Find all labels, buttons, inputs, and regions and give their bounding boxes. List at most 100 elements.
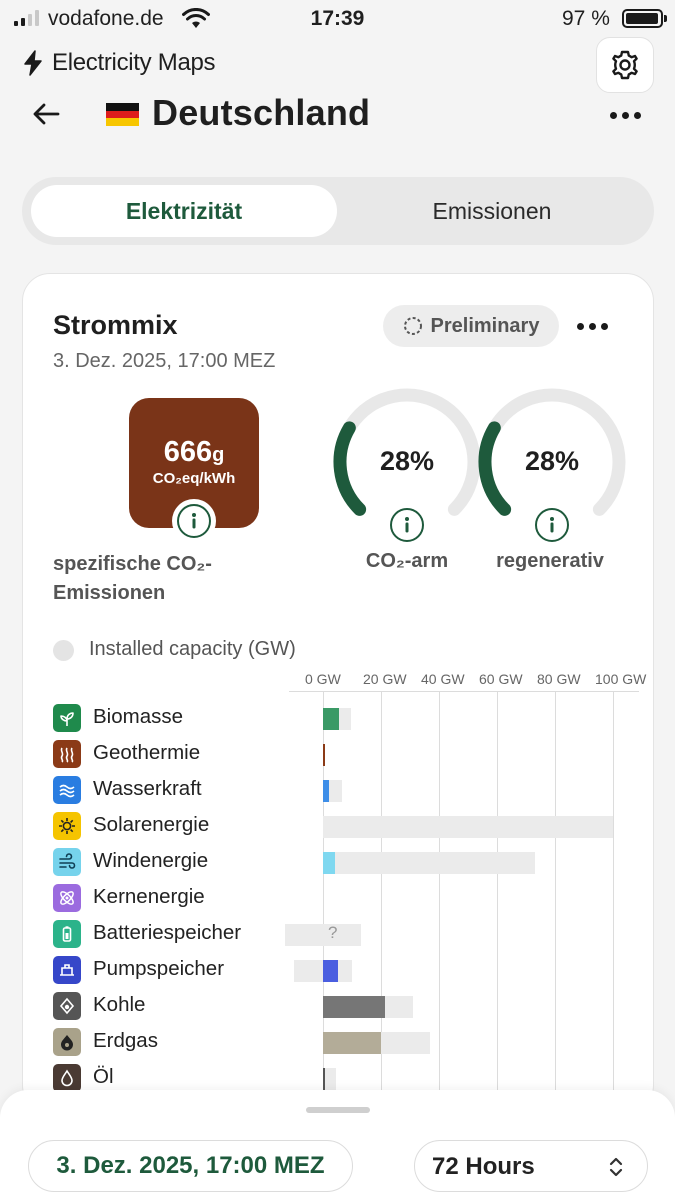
renewable-label: regenerativ <box>496 550 604 572</box>
source-label: Kernenergie <box>93 885 205 908</box>
battery-icon <box>53 920 81 948</box>
capacity-bar <box>323 1068 337 1090</box>
time-range-select[interactable]: 72 Hours <box>414 1140 648 1192</box>
source-label: Biomasse <box>93 705 184 728</box>
wind-icon <box>53 848 81 876</box>
source-label: Pumpspeicher <box>93 957 225 980</box>
sun-icon <box>53 812 81 840</box>
production-bar <box>323 996 386 1018</box>
chevron-up-down-icon <box>609 1157 623 1177</box>
germany-flag-icon <box>106 103 139 127</box>
more-options-button[interactable] <box>600 98 650 132</box>
settings-button[interactable] <box>596 37 654 93</box>
low-carbon-label: CO₂-arm <box>365 550 449 572</box>
source-label: Windenergie <box>93 849 209 872</box>
gas-flame-icon <box>53 1028 81 1056</box>
back-button[interactable] <box>28 96 64 132</box>
gridline <box>323 692 324 1112</box>
production-bar <box>323 744 325 766</box>
gear-icon <box>612 50 638 80</box>
battery-percent: 97 % <box>562 7 610 30</box>
carbon-info-button[interactable] <box>172 499 216 543</box>
preliminary-badge[interactable]: Preliminary <box>383 305 559 347</box>
gridline <box>381 692 382 1112</box>
source-row[interactable]: Batteriespeicher? <box>53 920 633 948</box>
unknown-value-mark: ? <box>328 923 338 942</box>
dashed-circle-icon <box>403 317 422 335</box>
gridline <box>497 692 498 1112</box>
source-row[interactable]: Öl <box>53 1064 633 1092</box>
leaf-icon <box>53 704 81 732</box>
source-label: Wasserkraft <box>93 777 202 800</box>
renewable-gauge <box>478 388 626 516</box>
pumped-storage-icon <box>53 956 81 984</box>
carbon-intensity-value: 666g <box>163 436 225 468</box>
heat-waves-icon <box>53 740 81 768</box>
water-waves-icon <box>53 776 81 804</box>
gridline <box>613 692 614 1112</box>
production-bar <box>323 1032 381 1054</box>
power-mix-card: Strommix 3. Dez. 2025, 17:00 MEZ Prelimi… <box>22 273 654 1113</box>
axis-tick-label: 20 GW <box>363 671 407 687</box>
wifi-icon <box>182 8 210 28</box>
tab-bar: Elektrizität Emissionen <box>22 177 654 245</box>
capacity-bar <box>323 816 613 838</box>
source-row[interactable]: Kohle <box>53 992 633 1020</box>
card-more-button[interactable] <box>569 311 615 341</box>
source-label: Batteriespeicher <box>93 921 242 944</box>
carrier-name: vodafone.de <box>48 7 164 30</box>
signal-icon <box>14 10 39 26</box>
low-carbon-percent: 28% <box>379 446 435 476</box>
info-icon <box>550 517 554 533</box>
source-row[interactable]: Biomasse <box>53 704 633 732</box>
tab-emissions[interactable]: Emissionen <box>432 197 552 224</box>
source-row[interactable]: Windenergie <box>53 848 633 876</box>
source-row[interactable]: Solarenergie <box>53 812 633 840</box>
card-date: 3. Dez. 2025, 17:00 MEZ <box>53 350 276 372</box>
low-carbon-info-button[interactable] <box>385 503 429 547</box>
status-bar: vodafone.de 17:39 97 % <box>0 0 675 40</box>
gridline <box>555 692 556 1112</box>
low-carbon-gauge <box>333 388 481 516</box>
app-brand: Electricity Maps <box>22 49 216 77</box>
source-row[interactable]: Pumpspeicher <box>53 956 633 984</box>
source-label: Erdgas <box>93 1029 158 1052</box>
renewable-info-button[interactable] <box>530 503 574 547</box>
axis-tick-label: 100 GW <box>595 671 647 687</box>
battery-tip <box>664 15 667 22</box>
capacity-bar <box>285 924 361 946</box>
sheet-grabber[interactable] <box>306 1107 370 1113</box>
source-label: Solarenergie <box>93 813 210 836</box>
date-picker-button[interactable]: 3. Dez. 2025, 17:00 MEZ <box>28 1140 353 1192</box>
capacity-legend-toggle[interactable] <box>53 640 74 661</box>
time-range-value: 72 Hours <box>432 1153 535 1180</box>
axis-tick-label: 40 GW <box>421 671 465 687</box>
source-label: Öl <box>93 1065 114 1088</box>
production-bar <box>323 1068 325 1090</box>
axis-tick-label: 60 GW <box>479 671 523 687</box>
carbon-intensity-box: 666g CO₂eq/kWh <box>129 398 259 528</box>
app-name: Electricity Maps <box>52 49 216 76</box>
source-label: Kohle <box>93 993 146 1016</box>
clock: 17:39 <box>310 7 365 30</box>
source-row[interactable]: Geothermie <box>53 740 633 768</box>
axis-tick-label: 0 GW <box>305 671 341 687</box>
production-bar <box>323 780 329 802</box>
page-title: Deutschland <box>152 92 371 133</box>
source-row[interactable]: Wasserkraft <box>53 776 633 804</box>
tab-electricity[interactable]: Elektrizität <box>31 185 337 237</box>
source-row[interactable]: Erdgas <box>53 1028 633 1056</box>
production-bar <box>323 960 338 982</box>
coal-icon <box>53 992 81 1020</box>
source-label: Geothermie <box>93 741 201 764</box>
atom-icon <box>53 884 81 912</box>
info-icon <box>405 517 409 533</box>
oil-drop-icon <box>53 1064 81 1092</box>
bolt-icon <box>24 50 42 76</box>
axis-rule <box>289 691 639 692</box>
production-bar <box>323 708 339 730</box>
production-bar <box>323 852 335 874</box>
source-row[interactable]: Kernenergie <box>53 884 633 912</box>
capacity-legend-label: Installed capacity (GW) <box>89 638 296 660</box>
card-title: Strommix <box>53 310 178 340</box>
